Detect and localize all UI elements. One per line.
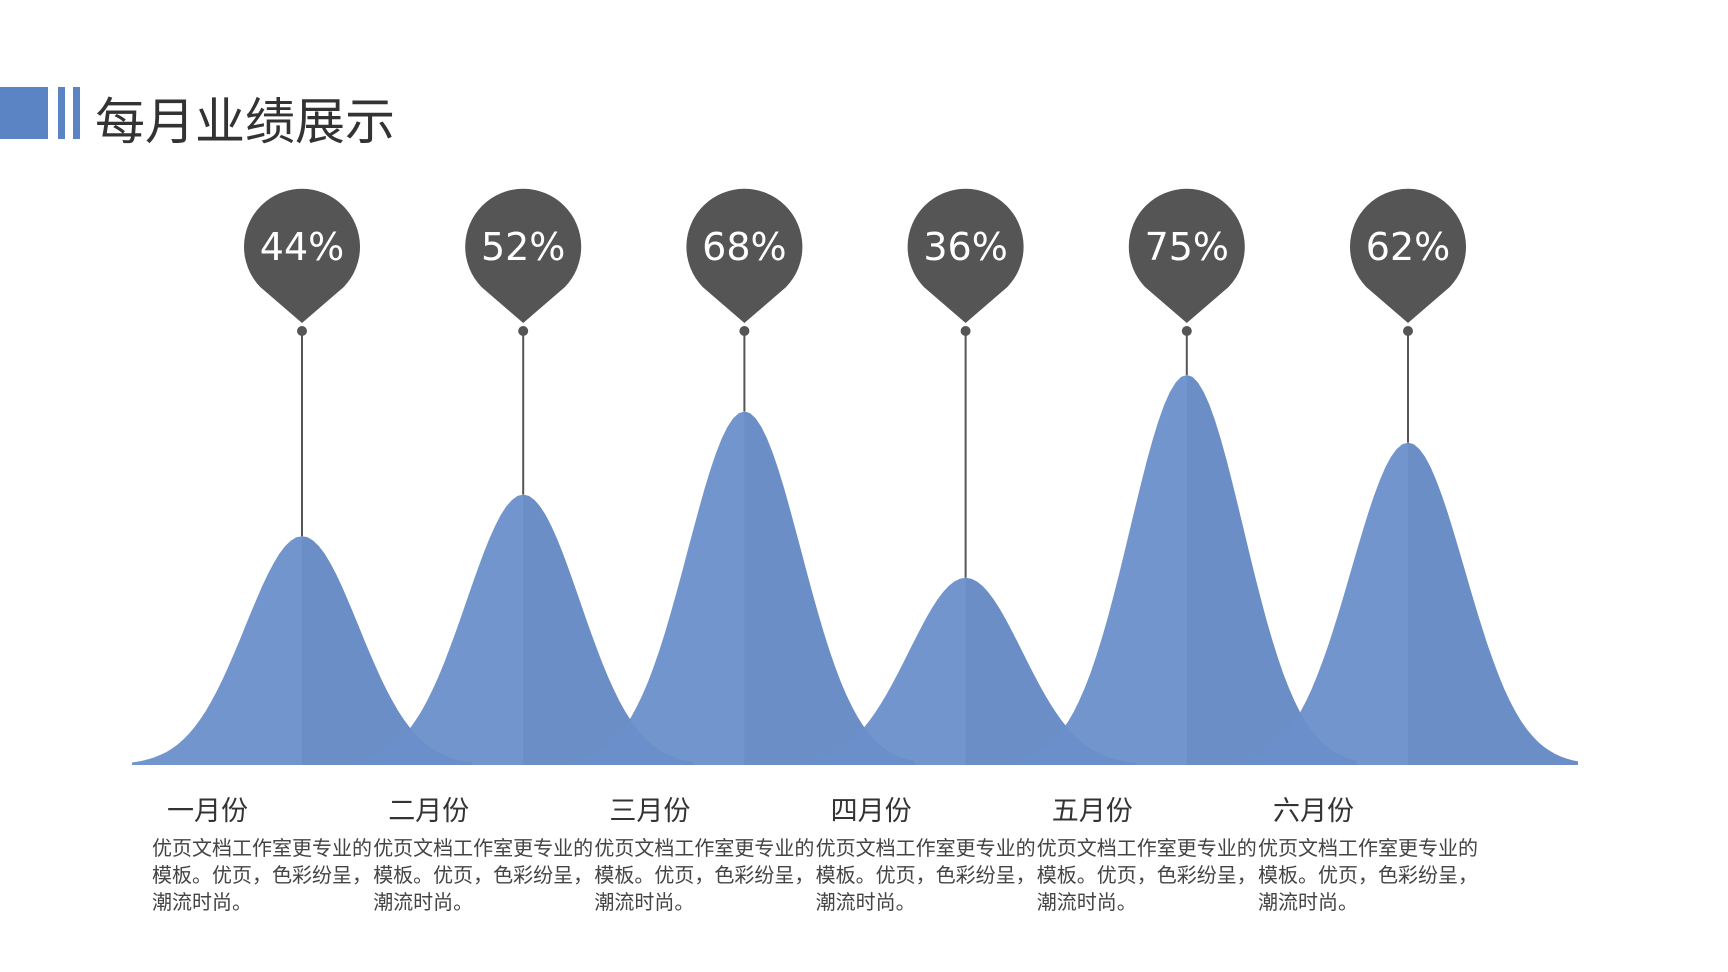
description: 优页文档工作室更专业的模板。优页，色彩纷呈，潮流时尚。 xyxy=(1036,836,1257,914)
category-label: 五月份 xyxy=(1051,796,1133,827)
value-label: 75% xyxy=(1145,225,1229,269)
bell xyxy=(353,494,694,765)
pin-head xyxy=(465,188,582,323)
category-label: 六月份 xyxy=(1273,796,1354,827)
category-label: 二月份 xyxy=(388,796,470,827)
category-label: 三月份 xyxy=(609,796,691,827)
pin-head xyxy=(686,188,803,323)
description: 优页文档工作室更专业的模板。优页，色彩纷呈，潮流时尚。 xyxy=(1258,836,1478,914)
category-label: 一月份 xyxy=(167,796,248,827)
pin-head xyxy=(244,188,360,323)
bell xyxy=(574,411,915,765)
bell-shade xyxy=(302,536,472,765)
pin-head xyxy=(1128,188,1245,323)
value-label: 68% xyxy=(702,225,786,269)
bell xyxy=(132,536,472,765)
bell-shade xyxy=(1408,442,1578,765)
bell-shade xyxy=(1186,375,1357,765)
description: 优页文档工作室更专业的模板。优页，色彩纷呈，潮流时尚。 xyxy=(594,836,815,914)
bell-shade xyxy=(744,411,915,765)
description: 优页文档工作室更专业的模板。优页，色彩纷呈，潮流时尚。 xyxy=(152,836,372,914)
title-block xyxy=(0,87,48,139)
pin-dot xyxy=(1403,326,1413,336)
value-label: 44% xyxy=(260,225,344,269)
title-bar xyxy=(58,87,65,139)
bell xyxy=(1016,375,1357,765)
pin-head xyxy=(907,188,1024,323)
description: 优页文档工作室更专业的模板。优页，色彩纷呈，潮流时尚。 xyxy=(815,836,1036,914)
category-label: 四月份 xyxy=(830,796,912,827)
pin-dot xyxy=(1181,326,1192,336)
pin-dot xyxy=(960,326,971,336)
pin-head xyxy=(1350,188,1467,323)
pin-dot xyxy=(297,326,307,336)
pin-dot xyxy=(518,326,529,336)
bell xyxy=(1238,442,1578,765)
description: 优页文档工作室更专业的模板。优页，色彩纷呈，潮流时尚。 xyxy=(373,836,594,914)
value-label: 62% xyxy=(1366,225,1450,269)
bell-shade xyxy=(523,494,694,765)
value-label: 36% xyxy=(923,225,1007,269)
bell xyxy=(795,577,1136,765)
pin-dot xyxy=(739,326,750,336)
bell-shade xyxy=(965,577,1136,765)
title-bar xyxy=(73,87,80,139)
value-label: 52% xyxy=(481,225,565,269)
chart-title: 每月业绩展示 xyxy=(95,93,395,151)
